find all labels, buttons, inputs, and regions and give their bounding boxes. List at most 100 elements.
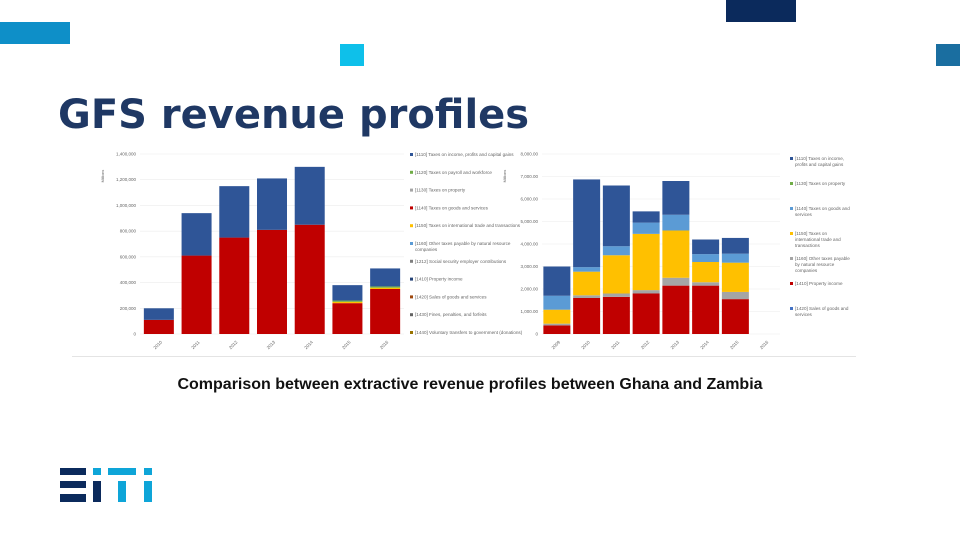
accent-bar-top-left — [0, 22, 70, 44]
x-tick-label: 2012 — [640, 339, 651, 350]
chart-panel: 0 200,000 400,000 600,000 800,000 1,000,000 1,… — [72, 144, 856, 357]
legend-label: [1110] Taxes on income, profits and capit… — [795, 156, 844, 167]
legend-label: [1130] Taxes on property — [795, 181, 846, 186]
bar-segment — [332, 303, 363, 334]
bar-segment — [573, 179, 601, 268]
bar-segment — [370, 268, 401, 287]
x-tick-label: 2010 — [152, 339, 163, 350]
legend-label: [1212] Social security employer contribu… — [415, 259, 507, 264]
bar-segment — [692, 239, 720, 255]
bar-segment — [632, 293, 660, 334]
bar-segment — [632, 290, 660, 294]
legend-label: [1440] Voluntary transfers to government… — [415, 330, 523, 335]
legend-swatch — [410, 153, 413, 156]
legend-label: [1120] Taxes on payroll and workforce — [415, 170, 492, 175]
legend-swatch — [410, 170, 413, 174]
y-tick-label: 1,200,000 — [116, 177, 137, 182]
legend-swatch — [410, 259, 413, 263]
bar-segment — [370, 287, 401, 289]
legend-label: [1410] Property income — [415, 277, 463, 282]
bar-segment — [602, 255, 630, 294]
legend-swatch — [410, 277, 413, 281]
x-tick-label: 2012 — [228, 339, 239, 350]
x-tick-label: 2014 — [699, 339, 710, 350]
bar-segment — [692, 254, 720, 262]
bar-segment — [573, 295, 601, 298]
slide-title: GFS revenue profiles — [58, 92, 530, 138]
y-tick-label: 200,000 — [120, 306, 137, 311]
bar-segment — [721, 299, 749, 334]
bar-segment — [721, 262, 749, 292]
legend-label: [1110] Taxes on income, profits and capi… — [415, 152, 514, 157]
bar-segment — [332, 300, 363, 302]
bar-segment — [219, 237, 250, 334]
legend-swatch — [790, 207, 793, 210]
bar-segment — [692, 262, 720, 283]
x-tick-label: 2009 — [551, 339, 562, 350]
y-tick-label: 2,000.00 — [520, 287, 538, 292]
legend-label: [1430] Fines, penalties, and forfeits — [415, 312, 487, 317]
bar-segment — [632, 211, 660, 223]
legend-label: [1150] Taxes on international trade and tr… — [795, 231, 841, 248]
bar-segment — [294, 224, 325, 334]
bar-segment — [257, 229, 287, 334]
bar-segment — [721, 291, 749, 300]
bar-segment — [543, 266, 571, 296]
x-tick-label: 2016 — [379, 339, 390, 350]
x-tick-label: 2011 — [190, 339, 201, 350]
bar-segment — [332, 301, 363, 304]
bar-segment — [573, 267, 601, 272]
legend-swatch — [790, 232, 793, 235]
legend-swatch — [790, 307, 793, 310]
y-axis-label: Millions — [101, 170, 105, 183]
bar-segment — [370, 286, 401, 288]
x-tick-label: 2013 — [266, 339, 277, 350]
bar-segment — [721, 253, 749, 263]
legend-swatch — [410, 242, 413, 245]
bar-segment — [543, 295, 571, 310]
bar-segment — [721, 237, 749, 254]
bar-segment — [294, 166, 325, 225]
y-axis-label: Millions — [503, 170, 507, 183]
legend-swatch — [410, 295, 413, 299]
bar-segment — [219, 186, 250, 238]
legend-swatch — [410, 188, 413, 192]
bar-segment — [602, 246, 630, 256]
bar-segment — [143, 319, 174, 334]
bar-segment — [602, 296, 630, 334]
legend-swatch — [790, 257, 793, 260]
eiti-logo — [60, 468, 152, 502]
charts-svg: 0 200,000 400,000 600,000 800,000 1,000,000 1,… — [101, 152, 850, 351]
y-tick-label: 8,000.00 — [520, 152, 538, 157]
bar-segment — [543, 323, 571, 326]
legend-swatch — [410, 313, 413, 317]
bar-segment — [602, 293, 630, 297]
y-tick-label: 1,000.00 — [520, 309, 538, 314]
legend-label: [1160] Other taxes payable by natural res… — [795, 256, 850, 273]
slide-caption: Comparison between extractive revenue pr… — [177, 376, 763, 393]
y-tick-label: 6,000.00 — [520, 197, 538, 202]
y-tick-label: 800,000 — [120, 229, 137, 234]
bar-segment — [181, 213, 212, 256]
legend-label: [1140] Taxes on goods and services — [415, 205, 489, 210]
bar-segment — [692, 282, 720, 286]
x-tick-label: 2016 — [759, 339, 770, 350]
y-tick-label: 1,400,000 — [116, 152, 137, 157]
bar-segment — [143, 308, 174, 320]
legend-swatch — [790, 182, 793, 185]
accent-bar-top-right — [726, 0, 796, 22]
bar-segment — [543, 325, 571, 334]
legend-label: [1150] Taxes on international trade and … — [415, 223, 521, 228]
x-tick-label: 2010 — [580, 339, 591, 350]
accent-square-right — [936, 44, 960, 66]
y-tick-label: 400,000 — [120, 280, 137, 285]
y-tick-label: 4,000.00 — [520, 242, 538, 247]
bar-segment — [662, 277, 690, 286]
legend-label: [1420] Sales of goods and services — [415, 294, 487, 299]
bar-segment — [602, 185, 630, 247]
bar-segment — [332, 285, 363, 301]
y-tick-label: 600,000 — [120, 254, 137, 259]
x-tick-label: 2011 — [610, 339, 621, 350]
bar-segment — [370, 289, 401, 334]
bar-segment — [573, 271, 601, 296]
